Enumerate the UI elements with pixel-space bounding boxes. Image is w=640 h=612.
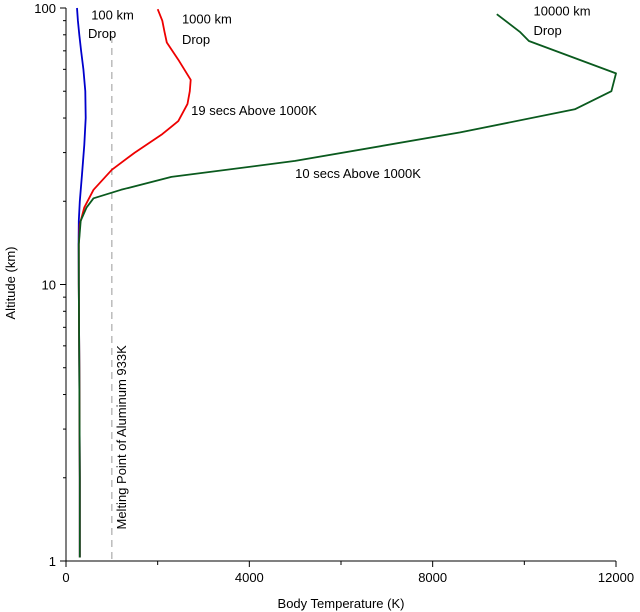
series-line-2 (77, 8, 192, 558)
axis-layer: 0 4000 8000 12000 1 10 100 (34, 1, 634, 585)
annotation-label: 19 secs Above 1000K (191, 103, 317, 118)
annotation-label: Drop (182, 32, 210, 47)
annotation-label: Drop (88, 26, 116, 41)
annotation-label: 10 secs Above 1000K (295, 166, 421, 181)
series-layer (76, 7, 617, 558)
x-tick-label: 0 (62, 570, 69, 585)
x-tick-label: 12000 (598, 570, 634, 585)
melting-point-label: Melting Point of Aluminum 933K (114, 345, 129, 530)
x-axis-label: Body Temperature (K) (278, 596, 405, 611)
annotation-label: 10000 km (534, 3, 591, 18)
annotation-label: 1000 km (182, 11, 232, 26)
x-tick-label: 4000 (235, 570, 264, 585)
annotation-label: 100 km (91, 7, 134, 22)
y-axis-label: Altitude (km) (3, 247, 18, 320)
x-tick-label: 8000 (418, 570, 447, 585)
y-tick-label: 10 (42, 278, 56, 293)
reference-layer: Melting Point of Aluminum 933K (111, 36, 129, 561)
y-tick-label: 100 (34, 1, 56, 16)
annotation-layer: 100 km Drop 1000 km Drop 19 secs Above 1000K… (88, 3, 591, 180)
series-line-3 (77, 13, 617, 558)
y-tick-label: 1 (49, 554, 56, 569)
annotation-label: Drop (534, 23, 562, 38)
